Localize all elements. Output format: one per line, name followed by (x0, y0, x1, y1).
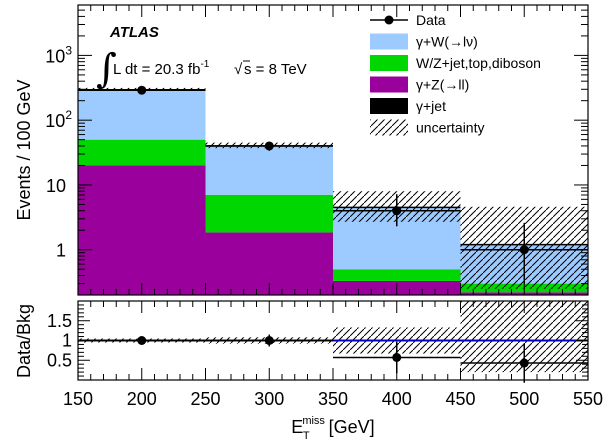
legend-label: Data (416, 12, 446, 28)
ratio-point (519, 358, 529, 368)
ratio-axis-ticks: 0.511.5 (47, 301, 589, 380)
bar-segment (78, 165, 206, 295)
lumi-label: L dt = 20.3 fb-1 (113, 59, 210, 78)
legend: Data γ+W(→lν) W/Z+jet,top,diboson γ+Z(→ll) γ… (370, 12, 541, 136)
y-tick-label: 103 (45, 43, 72, 66)
legend-swatch (370, 76, 408, 93)
x-axis-title: Emiss T [GeV] (291, 415, 374, 442)
legend-label: uncertainty (416, 120, 484, 136)
data-point (392, 206, 402, 216)
bar-segment (78, 139, 206, 166)
main-ylabel: Events / 100 GeV (14, 79, 34, 220)
atlas-label: ATLAS (109, 24, 159, 41)
x-tick-labels: 150 200 250 300 350 400 450 500 550 (63, 389, 603, 409)
main-axis-ticks: 1 10 102 103 (45, 4, 589, 296)
x-tick-label: 200 (127, 389, 157, 409)
legend-swatch (370, 33, 408, 50)
x-tick-label: 450 (445, 389, 475, 409)
ratio-point (137, 336, 147, 345)
data-point (519, 245, 529, 255)
sqrt-icon: √ (234, 61, 243, 78)
bar-segment (333, 269, 461, 281)
x-tick-label: 150 (63, 389, 93, 409)
energy-label: s = 8 TeV (244, 61, 307, 78)
data-point (137, 85, 147, 95)
ratio-point (264, 336, 274, 345)
legend-label: γ+jet (416, 98, 446, 114)
x-tick-label: 400 (382, 389, 412, 409)
bar-segment (78, 89, 206, 140)
legend-label: γ+Z(→ll) (416, 77, 469, 93)
x-tick-label: 500 (509, 389, 539, 409)
bar-segment (205, 145, 333, 195)
legend-marker (384, 15, 394, 25)
legend-swatch (370, 55, 408, 71)
y-tick-label: 10 (46, 176, 66, 196)
ratio-ylabel: Data/Bkg (14, 304, 34, 378)
x-tick-label: 300 (254, 389, 284, 409)
legend-swatch (370, 119, 408, 136)
integral-icon: ∫ (96, 46, 117, 92)
ratio-point (392, 352, 402, 362)
bar-segment (205, 194, 333, 233)
legend-label: γ+W(→lν) (416, 34, 478, 50)
y-tick-label: 102 (45, 108, 72, 131)
main-panel: 1 10 102 103 Events / 100 GeV ATLAS ∫ L dt … (14, 4, 589, 296)
ratio-y-tick-label: 0.5 (47, 350, 72, 370)
x-tick-label: 350 (318, 389, 348, 409)
x-tick-label: 250 (190, 389, 220, 409)
ratio-points (78, 334, 588, 383)
data-point (264, 141, 274, 151)
ratio-panel: 0.511.5 Data/Bkg 150 200 250 300 350 400 450 50… (14, 300, 603, 442)
data-points (78, 85, 588, 284)
y-tick-label: 1 (56, 241, 66, 261)
x-tick-label: 550 (573, 389, 603, 409)
ratio-y-tick-label: 1.5 (47, 311, 72, 331)
ratio-y-tick-label: 1 (62, 331, 72, 351)
stacked-histogram (78, 88, 588, 295)
legend-label: W/Z+jet,top,diboson (416, 55, 541, 71)
legend-swatch (370, 98, 408, 114)
